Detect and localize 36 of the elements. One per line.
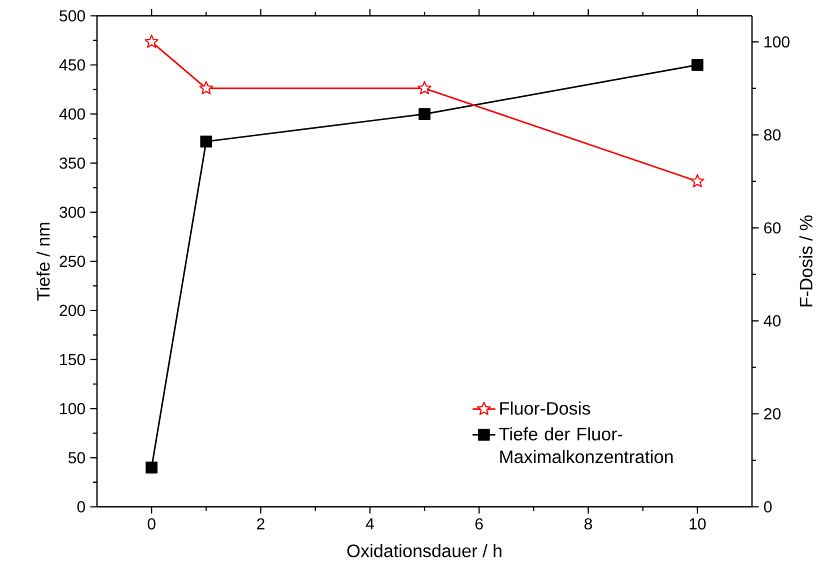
legend-label: Tiefe der Fluor-Maximalkonzentration [499, 427, 673, 464]
x-tick-label: 2 [257, 518, 264, 530]
y-tick-label: 100 [60, 403, 85, 414]
y2-tick-label: 0 [764, 501, 772, 513]
point [690, 174, 704, 188]
y2-axis-title: F-Dosis / % [799, 216, 812, 306]
y-axis-title: Tiefe / nm [36, 222, 50, 301]
y-tick-label: 200 [60, 304, 85, 316]
point [418, 81, 432, 94]
legend-label: Fluor-Dosis [500, 402, 590, 415]
y-tick-label: 50 [68, 452, 86, 464]
y2-tick-label: 20 [764, 408, 781, 420]
y-tick-label: 250 [60, 256, 85, 268]
y-tick-label: 450 [59, 59, 85, 71]
y2-tick-label: 80 [764, 129, 781, 141]
x-tick-label: 0 [148, 518, 156, 530]
y2-tick-label: 60 [764, 222, 781, 234]
x-tick-label: 6 [475, 518, 483, 530]
x-tick-label: 4 [366, 518, 374, 530]
y2-tick-label: 40 [764, 315, 781, 327]
point [146, 462, 158, 474]
y-tick-label: 150 [60, 354, 85, 366]
point [418, 108, 430, 120]
x-tick-label: 8 [584, 518, 592, 530]
y-tick-label: 400 [59, 108, 85, 120]
point [691, 59, 704, 71]
y2-tick-label: 100 [764, 36, 790, 48]
x-tick-label: 10 [690, 518, 706, 530]
point [200, 136, 212, 148]
y-tick-label: 500 [60, 10, 85, 22]
x-axis-title: Oxidationsdauer / h [347, 544, 502, 558]
y-tick-label: 350 [60, 158, 85, 169]
point [144, 34, 159, 48]
y-tick-label: 0 [77, 501, 86, 513]
point [199, 81, 214, 94]
y-tick-label: 300 [60, 206, 85, 218]
